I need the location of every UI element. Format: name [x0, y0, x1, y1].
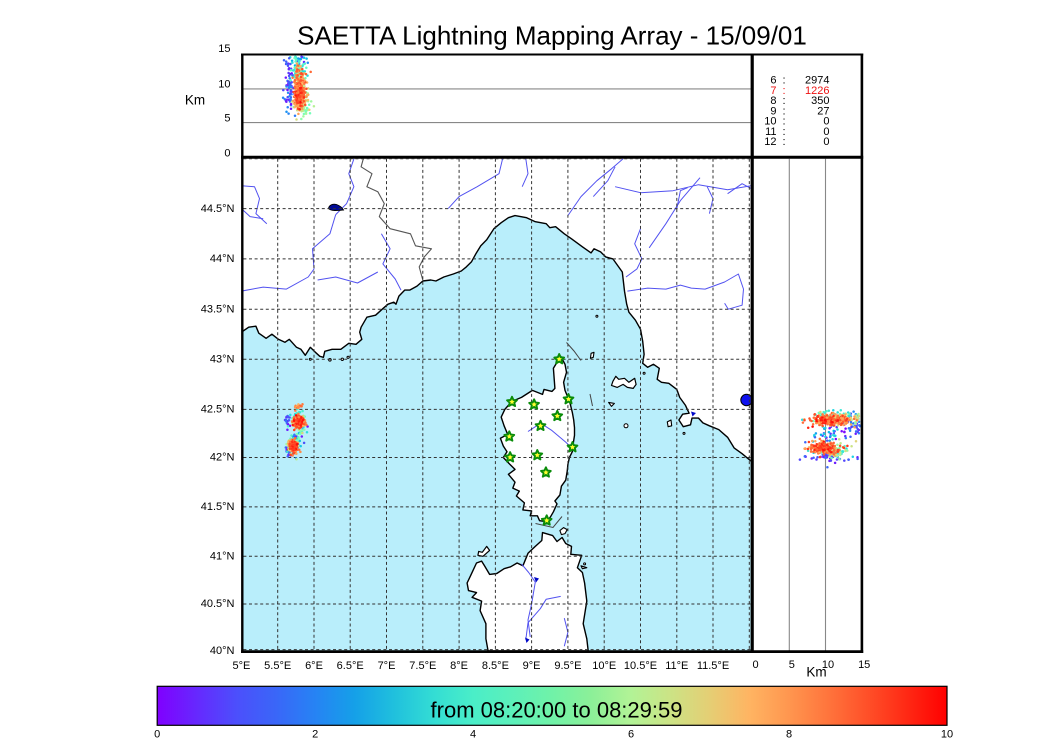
svg-text:10.5°E: 10.5°E [624, 660, 657, 672]
svg-text:10: 10 [822, 659, 834, 671]
svg-text:2974: 2974 [805, 75, 829, 87]
svg-text:0: 0 [154, 729, 160, 741]
svg-text:10: 10 [764, 116, 776, 128]
svg-text:6.5°E: 6.5°E [337, 660, 364, 672]
svg-text:40.5°N: 40.5°N [201, 598, 235, 610]
svg-text:Km: Km [185, 93, 205, 108]
svg-text:7°E: 7°E [378, 660, 396, 672]
svg-text:43°N: 43°N [210, 354, 235, 366]
svg-text:15: 15 [858, 659, 870, 671]
svg-text:40°N: 40°N [210, 645, 235, 657]
svg-text:8: 8 [770, 95, 776, 107]
svg-text::: : [782, 116, 785, 128]
svg-text::: : [782, 136, 785, 148]
svg-text:12: 12 [764, 136, 776, 148]
svg-text:42.5°N: 42.5°N [201, 404, 235, 416]
svg-text:0: 0 [823, 126, 829, 138]
svg-text:8°E: 8°E [450, 660, 468, 672]
svg-text:15: 15 [218, 43, 230, 55]
svg-text::: : [782, 106, 785, 118]
svg-text:42°N: 42°N [210, 452, 235, 464]
svg-text:10°E: 10°E [592, 660, 616, 672]
svg-text:9: 9 [770, 106, 776, 118]
svg-text:44°N: 44°N [210, 253, 235, 265]
svg-text:Km: Km [806, 665, 826, 680]
svg-text:27: 27 [817, 106, 829, 118]
svg-text:43.5°N: 43.5°N [201, 303, 235, 315]
svg-text:10: 10 [218, 78, 230, 90]
svg-text:8: 8 [786, 729, 792, 741]
svg-text:2: 2 [312, 729, 318, 741]
svg-text::: : [782, 126, 785, 138]
svg-text:6°E: 6°E [305, 660, 323, 672]
svg-text:1226: 1226 [805, 85, 829, 97]
svg-text:0: 0 [823, 136, 829, 148]
svg-text:350: 350 [811, 95, 829, 107]
svg-text:0: 0 [753, 659, 759, 671]
svg-text:0: 0 [823, 116, 829, 128]
svg-text::: : [782, 75, 785, 87]
svg-text:from 08:20:00 to 08:29:59: from 08:20:00 to 08:29:59 [431, 698, 683, 723]
svg-text:41°N: 41°N [210, 551, 235, 563]
svg-text:5.5°E: 5.5°E [264, 660, 291, 672]
svg-text:SAETTA Lightning Mapping Array: SAETTA Lightning Mapping Array - 15/09/0… [297, 21, 807, 51]
svg-text:11°E: 11°E [665, 660, 688, 672]
svg-text:5: 5 [224, 112, 230, 124]
svg-text:6: 6 [628, 729, 634, 741]
svg-text:7: 7 [770, 85, 776, 97]
svg-text:11.5°E: 11.5°E [697, 660, 729, 672]
svg-text:9°E: 9°E [523, 660, 541, 672]
svg-text:0: 0 [224, 147, 230, 159]
svg-text:11: 11 [765, 126, 776, 138]
svg-text:10: 10 [941, 729, 953, 741]
svg-text:44.5°N: 44.5°N [201, 203, 235, 215]
svg-text::: : [782, 95, 785, 107]
svg-text:41.5°N: 41.5°N [201, 501, 235, 513]
svg-text::: : [782, 85, 785, 97]
svg-text:4: 4 [470, 729, 476, 741]
svg-text:6: 6 [770, 75, 776, 87]
svg-text:9.5°E: 9.5°E [554, 660, 581, 672]
svg-text:5: 5 [789, 659, 795, 671]
svg-text:5°E: 5°E [232, 660, 250, 672]
svg-text:7.5°E: 7.5°E [409, 660, 436, 672]
svg-text:8.5°E: 8.5°E [482, 660, 509, 672]
